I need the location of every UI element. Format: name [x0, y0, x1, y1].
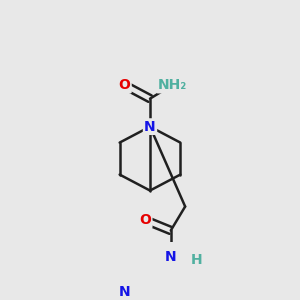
Text: N: N	[165, 250, 177, 264]
Text: O: O	[139, 213, 151, 227]
Text: H: H	[190, 253, 202, 267]
Text: NH₂: NH₂	[158, 78, 187, 92]
Text: N: N	[118, 285, 130, 299]
Text: N: N	[144, 120, 156, 134]
Text: O: O	[118, 78, 130, 92]
